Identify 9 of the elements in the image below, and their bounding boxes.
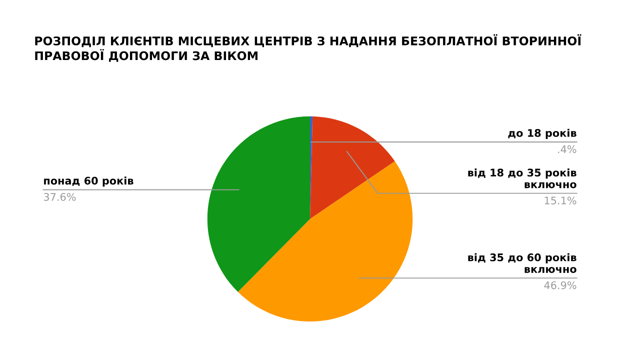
slice-label: до 18 років — [508, 128, 576, 139]
slice-label: від 18 до 35 років включно — [468, 168, 576, 188]
data-label: 37.6% — [44, 192, 76, 201]
slice-label: понад 60 років — [44, 176, 134, 187]
chart-title: РОЗПОДІЛ КЛІЄНТІВ МІСЦЕВИХ ЦЕНТРІВ З НАДАННЯ БЕЗОПЛАТНОЇ ВТОРИННОЇ ПРАВОВОЇ ДОПОМОГИ ЗА ВІКОМ — [35, 34, 582, 62]
data-label: 46.9% — [544, 281, 576, 290]
slice-label: від 35 до 60 років включно — [468, 253, 576, 273]
data-label: .4% — [558, 145, 576, 154]
data-label: 15.1% — [544, 196, 576, 204]
